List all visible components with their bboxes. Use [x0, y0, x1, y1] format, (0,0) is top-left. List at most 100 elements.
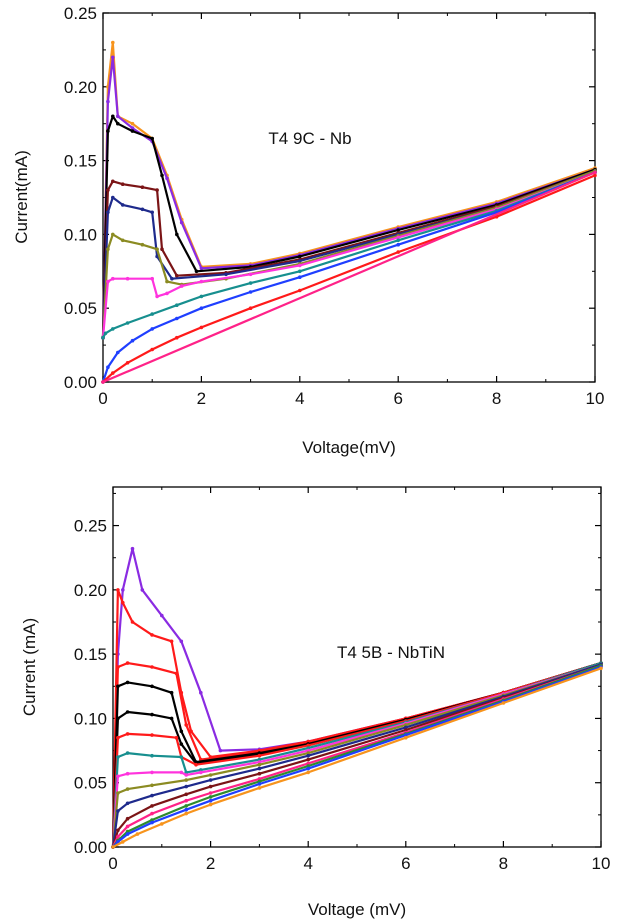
- y-tick-label: 0.20: [74, 581, 107, 600]
- data-point: [140, 185, 145, 189]
- data-point: [150, 804, 154, 808]
- data-point: [111, 179, 115, 184]
- x-axis-label: Voltage (mV): [308, 900, 406, 919]
- data-point: [125, 824, 130, 829]
- data-point: [125, 816, 130, 821]
- data-point: [125, 321, 130, 325]
- data-point: [125, 801, 130, 806]
- axis-ticks: 0 2 4 6 8 10 0.00 0.05 0.10 0.15 0.20 0.25: [64, 4, 605, 408]
- y-tick-label: 0.10: [64, 225, 97, 244]
- data-point: [396, 242, 401, 247]
- data-point: [179, 770, 184, 775]
- data-point: [306, 770, 311, 775]
- y-tick-label: 0.15: [74, 645, 107, 664]
- data-point: [199, 770, 203, 775]
- y-axis-label: Current (mA): [20, 618, 39, 716]
- data-point: [150, 210, 154, 215]
- data-point: [125, 732, 130, 736]
- y-axis-label: Current(mA): [12, 150, 31, 244]
- x-tick-label: 10: [592, 854, 611, 873]
- data-point: [257, 771, 262, 776]
- data-point: [125, 276, 130, 281]
- data-point: [179, 284, 184, 288]
- x-tick-label: 10: [586, 389, 605, 408]
- chart-nbtin: 0 2 4 6 8 10 0.00 0.05 0.10 0.15 0.20 0.25 T4 5B - …: [20, 486, 611, 919]
- data-point: [175, 273, 179, 278]
- y-tick-label: 0.05: [74, 774, 107, 793]
- data-point: [248, 281, 253, 285]
- data-point: [593, 170, 597, 175]
- data-point: [184, 784, 188, 789]
- data-point: [111, 371, 115, 375]
- data-point: [257, 777, 262, 781]
- data-point: [140, 242, 145, 247]
- data-point: [150, 712, 154, 717]
- data-point: [184, 804, 188, 808]
- data-point: [116, 828, 120, 833]
- data-point: [121, 588, 125, 592]
- data-point: [120, 203, 125, 207]
- data-point: [248, 272, 253, 277]
- data-point: [257, 760, 262, 764]
- data-point: [175, 335, 179, 340]
- data-point: [150, 793, 154, 798]
- data-point: [298, 288, 302, 293]
- data-point: [306, 743, 311, 748]
- data-point: [125, 361, 130, 365]
- data-point: [396, 228, 401, 232]
- x-tick-label: 8: [492, 389, 501, 408]
- data-point: [111, 40, 115, 45]
- data-point: [125, 680, 130, 685]
- data-point: [125, 751, 130, 755]
- data-point: [125, 771, 130, 776]
- data-point: [160, 822, 164, 826]
- data-point: [130, 620, 135, 624]
- data-point: [101, 335, 105, 340]
- data-point: [306, 764, 311, 768]
- data-point: [111, 845, 115, 849]
- data-point: [257, 757, 262, 762]
- data-point: [175, 303, 179, 308]
- data-point: [140, 588, 145, 592]
- data-point: [160, 173, 164, 178]
- data-point: [111, 114, 115, 119]
- data-point: [106, 99, 110, 104]
- data-point: [404, 735, 408, 740]
- data-point: [175, 232, 179, 237]
- data-point: [111, 55, 115, 60]
- chart-title: T4 5B - NbTiN: [337, 643, 445, 662]
- data-point: [257, 766, 262, 771]
- data-point: [184, 807, 188, 812]
- series-line: [102, 171, 596, 384]
- data-point: [184, 792, 188, 797]
- series-line: [101, 41, 596, 338]
- data-point: [150, 818, 154, 822]
- data-point: [116, 834, 120, 839]
- data-point: [160, 247, 164, 251]
- data-point: [257, 753, 262, 758]
- data-point: [199, 768, 203, 772]
- y-tick-label: 0.15: [64, 152, 97, 171]
- data-point: [298, 263, 302, 268]
- data-point: [169, 639, 174, 644]
- data-point: [404, 728, 408, 732]
- data-point: [208, 773, 213, 777]
- x-axis-label: Voltage(mV): [302, 438, 396, 457]
- data-point: [120, 182, 125, 186]
- data-point: [116, 791, 120, 795]
- data-point: [218, 748, 223, 753]
- data-point: [150, 327, 154, 331]
- data-point: [306, 761, 311, 766]
- x-tick-label: 4: [295, 389, 304, 408]
- axis-ticks: 0 2 4 6 8 10 0.00 0.05 0.10 0.15 0.20 0.25: [74, 487, 611, 873]
- data-point: [199, 690, 203, 695]
- series-line: [101, 56, 596, 338]
- data-point: [224, 272, 228, 277]
- data-point: [306, 748, 311, 753]
- data-point: [116, 716, 120, 721]
- data-point: [298, 269, 302, 274]
- data-point: [306, 753, 311, 758]
- data-point: [404, 725, 408, 730]
- data-point: [150, 770, 154, 775]
- data-point: [194, 762, 198, 767]
